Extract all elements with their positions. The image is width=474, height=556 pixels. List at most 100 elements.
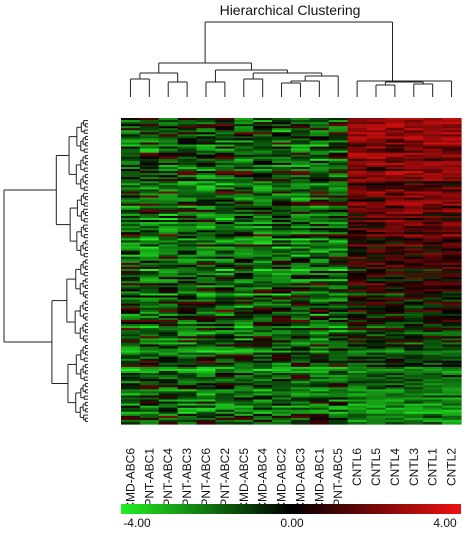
heatmap-cell xyxy=(177,330,198,333)
heatmap-cell xyxy=(423,140,443,144)
heatmap-cell xyxy=(366,256,387,260)
heatmap-cell xyxy=(442,354,462,358)
heatmap-cell xyxy=(404,130,424,133)
heatmap-cell xyxy=(253,407,273,411)
heatmap-cell xyxy=(158,142,179,146)
heatmap-cell xyxy=(328,207,349,211)
heatmap-cell xyxy=(328,175,349,178)
heatmap-cell xyxy=(423,305,443,309)
heatmap-cell xyxy=(253,197,273,201)
heatmap-cell xyxy=(158,340,179,343)
heatmap-cell xyxy=(404,348,424,352)
heatmap-cell xyxy=(272,166,292,170)
heatmap-cell xyxy=(328,195,349,199)
heatmap-cell xyxy=(253,177,273,180)
heatmap-cell xyxy=(291,158,311,162)
heatmap-cell xyxy=(121,232,141,235)
heatmap-cell xyxy=(272,124,292,127)
heatmap-cell xyxy=(215,181,235,184)
heatmap-cell xyxy=(366,393,387,397)
colorbar-tick-max: 4.00 xyxy=(433,516,457,530)
heatmap-cell xyxy=(347,195,368,199)
heatmap-cell xyxy=(215,381,235,384)
heatmap-cell xyxy=(139,279,160,282)
column-label: CMD-ABC2 xyxy=(275,448,289,511)
heatmap-cell xyxy=(177,413,198,417)
heatmap-cell xyxy=(139,150,160,154)
heatmap-cell xyxy=(328,387,349,390)
heatmap-cell xyxy=(121,397,141,401)
heatmap-cell xyxy=(177,211,198,215)
heatmap-cell xyxy=(253,389,273,392)
heatmap-cell xyxy=(196,364,217,368)
heatmap-cell xyxy=(385,277,405,280)
heatmap-cell xyxy=(366,228,387,231)
heatmap-cell xyxy=(404,207,424,211)
heatmap-cell xyxy=(196,203,217,207)
heatmap-cell xyxy=(328,348,349,352)
heatmap-cell xyxy=(272,271,292,274)
heatmap-cell xyxy=(385,138,405,142)
heatmap-cell xyxy=(253,244,273,248)
heatmap-cell xyxy=(423,399,443,403)
heatmap-cell xyxy=(234,156,254,160)
heatmap-cell xyxy=(309,311,330,315)
heatmap-cell xyxy=(234,399,254,403)
heatmap-cell xyxy=(139,417,160,421)
heatmap-cell xyxy=(423,283,443,286)
heatmap-cell xyxy=(442,166,462,170)
heatmap-cell xyxy=(385,242,405,246)
heatmap-cell xyxy=(366,187,387,190)
heatmap-cell xyxy=(347,134,368,137)
heatmap-cell xyxy=(177,177,198,180)
heatmap-cell xyxy=(158,379,179,382)
heatmap-cell xyxy=(309,126,330,129)
heatmap-cell xyxy=(253,348,273,352)
heatmap-cell xyxy=(139,164,160,168)
heatmap-cell xyxy=(121,181,141,184)
heatmap-cell xyxy=(196,346,217,350)
heatmap-cell xyxy=(272,126,292,129)
heatmap-cell xyxy=(404,354,424,358)
heatmap-cell xyxy=(272,307,292,311)
heatmap-cell xyxy=(328,164,349,168)
heatmap-cell xyxy=(253,360,273,364)
heatmap-cell xyxy=(366,134,387,137)
heatmap-cell xyxy=(442,138,462,142)
heatmap-cell xyxy=(309,332,330,335)
heatmap-cell xyxy=(347,295,368,299)
heatmap-cell xyxy=(291,136,311,139)
heatmap-cell xyxy=(139,175,160,178)
heatmap-cell xyxy=(234,387,254,390)
heatmap-cell xyxy=(291,203,311,207)
heatmap-cell xyxy=(347,385,368,388)
heatmap-cell xyxy=(196,268,217,272)
heatmap-cell xyxy=(328,281,349,284)
heatmap-cell xyxy=(196,242,217,246)
heatmap-cell xyxy=(177,379,198,382)
heatmap-cell xyxy=(366,242,387,246)
heatmap-cell xyxy=(196,209,217,213)
heatmap-cell xyxy=(423,336,443,339)
heatmap-cell xyxy=(234,132,254,135)
heatmap-cell xyxy=(291,389,311,392)
heatmap-cell xyxy=(177,324,198,327)
heatmap-cell xyxy=(347,164,368,168)
heatmap-cell xyxy=(423,334,443,337)
heatmap-cell xyxy=(234,370,254,374)
heatmap-cell xyxy=(309,254,330,258)
heatmap-cell xyxy=(291,252,311,256)
heatmap-cell xyxy=(121,164,141,168)
heatmap-cell xyxy=(442,201,462,205)
heatmap-cell xyxy=(158,199,179,203)
heatmap-cell xyxy=(404,193,424,197)
heatmap-cell xyxy=(139,130,160,133)
heatmap-cell xyxy=(121,134,141,137)
heatmap-cell xyxy=(215,244,235,248)
heatmap-cell xyxy=(121,138,141,142)
heatmap-cell xyxy=(121,120,141,123)
heatmap-cell xyxy=(385,177,405,180)
heatmap-cells xyxy=(121,118,462,425)
heatmap-cell xyxy=(442,375,462,378)
heatmap-cell xyxy=(139,346,160,350)
